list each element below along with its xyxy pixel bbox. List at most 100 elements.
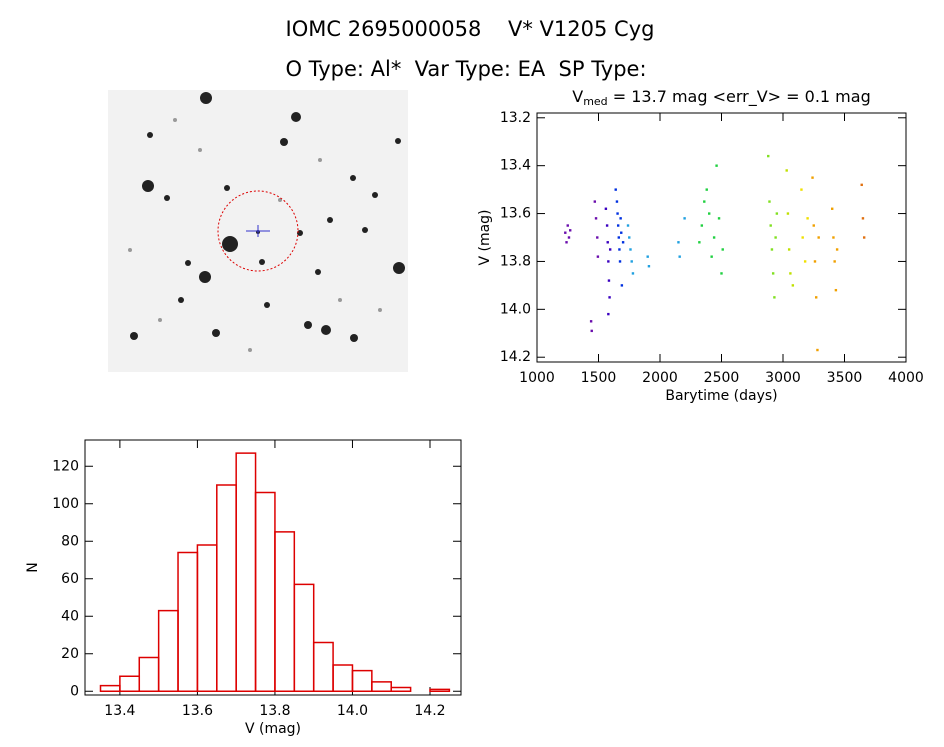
y-tick-label: 20 xyxy=(61,646,79,662)
title-part: med xyxy=(583,95,607,108)
data-point xyxy=(712,236,716,239)
histogram-bar xyxy=(119,675,141,692)
data-point xyxy=(773,296,776,299)
data-point xyxy=(617,236,620,239)
data-point xyxy=(786,212,790,215)
data-point xyxy=(593,200,597,203)
data-point xyxy=(831,207,834,210)
x-tick-label: 3500 xyxy=(827,370,863,386)
data-point xyxy=(606,241,609,244)
histogram-bar xyxy=(429,688,451,692)
data-point xyxy=(815,296,818,299)
data-point xyxy=(620,284,624,287)
histogram-bar xyxy=(390,686,412,692)
data-point xyxy=(618,248,621,251)
data-point xyxy=(833,260,836,263)
x-tick-label: 1000 xyxy=(519,370,555,386)
x-tick-label: 4000 xyxy=(888,370,924,386)
histogram-bar xyxy=(196,544,218,692)
data-point xyxy=(710,255,713,258)
y-tick-label: 14.0 xyxy=(500,301,531,317)
data-point xyxy=(717,217,721,220)
data-point xyxy=(811,176,814,179)
y-tick-label: 13.2 xyxy=(500,110,531,126)
data-point xyxy=(705,188,708,191)
data-point xyxy=(604,207,608,210)
data-point xyxy=(835,248,839,251)
data-point xyxy=(615,200,619,203)
histogram-bar xyxy=(371,681,392,692)
histogram-bar xyxy=(216,484,237,692)
data-point xyxy=(708,212,711,215)
plot-frame xyxy=(84,439,462,696)
data-point xyxy=(608,296,611,299)
data-point xyxy=(720,272,723,275)
data-point xyxy=(629,248,632,251)
data-point xyxy=(605,224,609,227)
histogram-bar xyxy=(332,664,354,692)
data-point xyxy=(789,272,792,275)
data-point xyxy=(621,241,625,244)
data-point xyxy=(647,265,651,268)
data-point xyxy=(618,260,622,263)
data-point xyxy=(616,212,619,215)
y-tick-label: 14.2 xyxy=(500,349,531,365)
x-tick-label: 1500 xyxy=(581,370,617,386)
data-point xyxy=(564,231,567,234)
y-tick-label: 100 xyxy=(52,496,79,512)
y-tick-label: 40 xyxy=(61,608,79,624)
data-point xyxy=(816,348,819,352)
data-point xyxy=(812,224,815,227)
data-point xyxy=(608,248,612,251)
x-tick-label: 3000 xyxy=(765,370,801,386)
data-point xyxy=(806,217,809,220)
x-tick-label: 13.6 xyxy=(182,703,213,719)
plot-title: Vmed = 13.7 mag <err_V> = 0.1 mag xyxy=(572,87,870,109)
data-point xyxy=(774,236,777,239)
data-point xyxy=(607,312,610,316)
data-point xyxy=(698,241,701,244)
data-point xyxy=(594,217,598,220)
data-point xyxy=(619,217,622,220)
data-point xyxy=(860,183,863,187)
data-point xyxy=(607,279,611,282)
data-point xyxy=(813,260,817,263)
x-axis-label: V (mag) xyxy=(245,721,301,737)
data-point xyxy=(768,200,771,203)
data-point xyxy=(801,236,804,239)
histogram-bar xyxy=(274,531,296,692)
y-tick-label: 0 xyxy=(70,683,79,699)
subtitle: O Type: Al* Var Type: EA SP Type: xyxy=(285,57,646,81)
data-point xyxy=(626,224,630,227)
x-tick-label: 14.2 xyxy=(414,703,445,719)
y-tick-label: 13.4 xyxy=(500,158,531,174)
data-point xyxy=(832,236,835,239)
histogram-bar xyxy=(351,669,373,692)
y-tick-label: 120 xyxy=(52,458,79,474)
data-point xyxy=(614,188,617,191)
data-point xyxy=(800,188,803,191)
y-tick-label: 13.6 xyxy=(500,206,531,222)
x-axis-label: Barytime (days) xyxy=(665,388,777,404)
data-point xyxy=(607,260,610,263)
y-tick-label: 60 xyxy=(61,571,79,587)
data-point xyxy=(771,272,775,275)
data-point xyxy=(631,272,635,275)
data-point xyxy=(565,241,568,244)
x-tick-label: 13.4 xyxy=(104,703,135,719)
data-point xyxy=(589,320,593,323)
title-part: = 13.7 mag <err_V> = 0.1 mag xyxy=(608,87,871,107)
data-point xyxy=(769,224,772,227)
data-point xyxy=(834,288,838,292)
data-point xyxy=(770,248,774,251)
data-point xyxy=(721,248,724,251)
data-point xyxy=(791,284,795,287)
data-point xyxy=(785,169,788,172)
data-point xyxy=(817,236,820,239)
y-axis-label: N xyxy=(25,562,41,572)
histogram-bar xyxy=(99,684,121,692)
data-point xyxy=(861,217,865,220)
data-point xyxy=(678,255,681,258)
data-point xyxy=(590,329,593,333)
histogram-bar xyxy=(312,641,334,692)
